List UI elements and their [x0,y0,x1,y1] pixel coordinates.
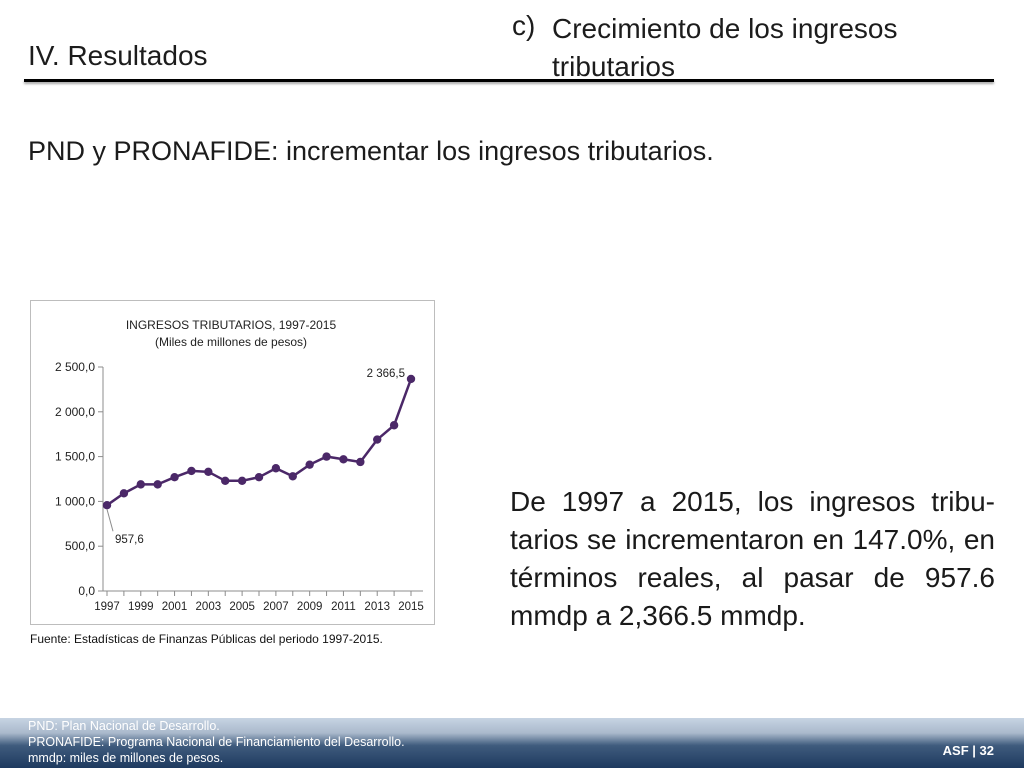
summary-text: De 1997 a 2015, los ingresos tribu-tario… [510,486,995,631]
series-line [106,378,413,507]
data-point [170,473,179,482]
section-title: IV. Resultados [28,40,208,71]
footer-note-pronafide: PRONAFIDE: Programa Nacional de Financia… [28,735,405,749]
x-tick-label: 2001 [162,601,188,613]
data-point [322,452,331,461]
data-point [119,489,129,498]
chart-title: INGRESOS TRIBUTARIOS, 1997-2015 [126,318,337,332]
y-tick-label: 2 500,0 [55,360,95,374]
footer-notes: PND: Plan Nacional de Desarrollo. PRONAF… [28,718,405,766]
data-point [406,374,416,384]
data-point [136,480,145,489]
x-tick-label: 1999 [128,601,154,613]
data-point [221,476,230,485]
subtitle-letter: c) [512,10,536,41]
data-point [204,467,213,477]
data-point [389,421,399,430]
y-tick-label: 0,0 [78,584,95,598]
data-point [237,476,247,485]
chart-subtitle: (Miles de millones de pesos) [155,335,307,349]
data-point [254,473,264,482]
data-point [102,500,112,510]
x-tick-label: 2007 [263,601,289,613]
x-tick-label: 2003 [196,601,222,613]
data-point [305,460,314,469]
x-tick-label: 2009 [297,601,323,613]
chart-frame: INGRESOS TRIBUTARIOS, 1997-2015 (Miles d… [30,300,435,625]
footer-note-pnd: PND: Plan Nacional de Desarrollo. [28,719,220,733]
header-rule [24,79,994,82]
data-point [339,455,348,464]
data-point [153,480,162,489]
data-point [356,457,365,467]
x-tick-label: 2013 [364,601,390,613]
y-tick-label: 1 500,0 [55,450,95,464]
source-note: Fuente: Estadísticas de Finanzas Pública… [30,632,383,646]
data-label: 2 366,5 [367,368,405,380]
x-tick-label: 2011 [331,601,356,613]
y-tick-label: 1 000,0 [55,494,95,508]
data-point [288,472,297,481]
x-tick-label: 2015 [398,601,424,613]
data-label-leader [106,509,114,532]
data-point [187,466,196,476]
footer-bar [0,718,1024,768]
y-tick-label: 2 000,0 [55,405,95,419]
x-tick-label: 2005 [229,601,255,613]
data-point [271,464,281,473]
x-tick-label: 1997 [94,601,120,613]
data-label: 957,6 [115,534,144,546]
y-tick-label: 500,0 [65,539,95,553]
data-point [373,435,382,444]
objective-statement: PND y PRONAFIDE: incrementar los ingreso… [28,136,714,166]
slide-subtitle: Crecimiento de los ingresos tributarios [552,13,898,82]
line-chart: INGRESOS TRIBUTARIOS, 1997-2015 (Miles d… [55,318,424,613]
footer-note-mmdp: mmdp: miles de millones de pesos. [28,751,224,765]
page-label: ASF | 32 [942,743,994,758]
